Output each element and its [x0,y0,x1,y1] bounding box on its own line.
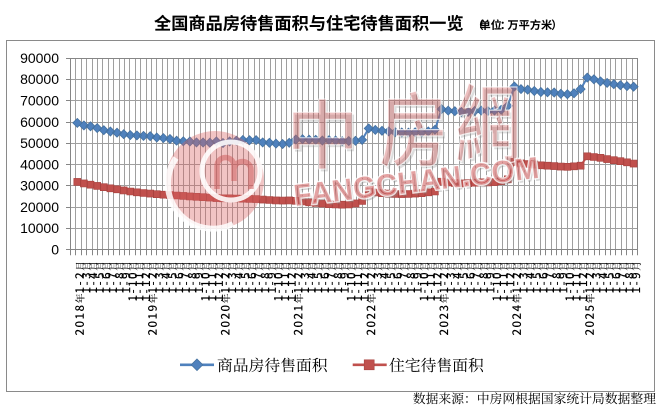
svg-text:0: 0 [51,242,59,258]
svg-text:20000: 20000 [20,199,59,215]
svg-text:90000: 90000 [20,50,59,66]
svg-text:30000: 30000 [20,178,59,194]
svg-text:80000: 80000 [20,71,59,87]
svg-text:40000: 40000 [20,156,59,172]
svg-text:50000: 50000 [20,135,59,151]
svg-text:70000: 70000 [20,93,59,109]
svg-text:60000: 60000 [20,114,59,130]
svg-text:10000: 10000 [20,220,59,236]
